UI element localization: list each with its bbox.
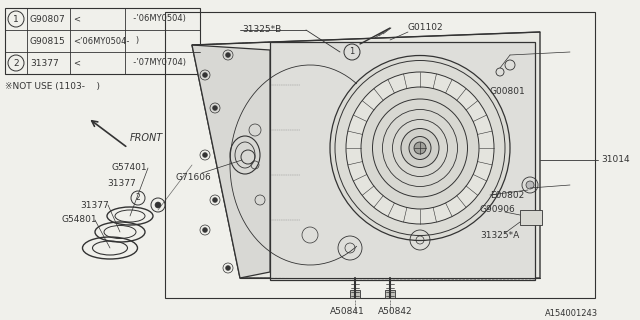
Ellipse shape bbox=[346, 72, 494, 224]
Circle shape bbox=[212, 197, 218, 203]
Text: <’06MY0504-: <’06MY0504- bbox=[73, 36, 129, 45]
Ellipse shape bbox=[361, 87, 479, 209]
Circle shape bbox=[225, 52, 230, 58]
Text: -’06MY0504): -’06MY0504) bbox=[128, 14, 186, 23]
Text: A50842: A50842 bbox=[378, 308, 413, 316]
Text: 31325*A: 31325*A bbox=[480, 230, 519, 239]
Circle shape bbox=[202, 153, 207, 157]
Text: <: < bbox=[73, 14, 80, 23]
Text: 31014: 31014 bbox=[601, 156, 630, 164]
Text: G57401: G57401 bbox=[112, 164, 148, 172]
Text: 2: 2 bbox=[136, 194, 140, 203]
Text: 31377: 31377 bbox=[30, 59, 59, 68]
Polygon shape bbox=[192, 32, 540, 278]
Circle shape bbox=[202, 228, 207, 233]
Text: 2: 2 bbox=[13, 59, 19, 68]
Circle shape bbox=[212, 106, 218, 110]
Bar bbox=[165, 12, 595, 298]
Circle shape bbox=[155, 202, 161, 208]
Text: G54801: G54801 bbox=[62, 215, 98, 225]
Ellipse shape bbox=[330, 55, 510, 241]
Circle shape bbox=[526, 181, 534, 189]
Text: E00802: E00802 bbox=[490, 190, 524, 199]
Bar bbox=[350, 290, 360, 298]
Text: 31377: 31377 bbox=[80, 201, 109, 210]
Text: 31325*B: 31325*B bbox=[242, 25, 281, 34]
Text: ): ) bbox=[128, 36, 139, 45]
Bar bbox=[5, 8, 200, 74]
Text: <: < bbox=[73, 59, 80, 68]
Text: A50841: A50841 bbox=[330, 308, 365, 316]
Polygon shape bbox=[192, 45, 270, 278]
Text: ※NOT USE (1103-    ): ※NOT USE (1103- ) bbox=[5, 82, 100, 91]
Text: -’07MY0704): -’07MY0704) bbox=[128, 59, 186, 68]
Text: G01102: G01102 bbox=[408, 23, 444, 33]
Text: FRONT: FRONT bbox=[130, 133, 163, 143]
Text: 1: 1 bbox=[349, 47, 355, 57]
Text: G90807: G90807 bbox=[30, 14, 66, 23]
Bar bbox=[520, 210, 542, 225]
Text: G90906: G90906 bbox=[480, 205, 516, 214]
Ellipse shape bbox=[401, 129, 439, 167]
Text: 31377: 31377 bbox=[107, 179, 136, 188]
Text: G00801: G00801 bbox=[490, 87, 525, 97]
Ellipse shape bbox=[414, 142, 426, 154]
Text: A154001243: A154001243 bbox=[545, 309, 598, 318]
Text: 1: 1 bbox=[13, 14, 19, 23]
Text: G90815: G90815 bbox=[30, 36, 66, 45]
Text: G71606: G71606 bbox=[175, 173, 211, 182]
Bar bbox=[270, 42, 535, 280]
Circle shape bbox=[202, 73, 207, 77]
Ellipse shape bbox=[409, 137, 431, 159]
Circle shape bbox=[225, 266, 230, 270]
Bar bbox=[385, 290, 395, 298]
